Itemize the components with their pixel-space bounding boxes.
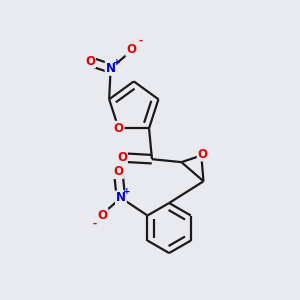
Text: O: O (114, 122, 124, 135)
Text: O: O (126, 43, 136, 56)
Text: O: O (113, 165, 123, 178)
Text: +: + (123, 187, 131, 196)
Text: N: N (116, 191, 126, 204)
Text: O: O (117, 151, 127, 164)
Text: O: O (85, 55, 95, 68)
Text: -: - (139, 35, 143, 45)
Text: O: O (198, 148, 208, 160)
Text: N: N (106, 62, 116, 75)
Text: -: - (92, 219, 97, 229)
Text: O: O (98, 209, 107, 222)
Text: +: + (113, 58, 121, 67)
